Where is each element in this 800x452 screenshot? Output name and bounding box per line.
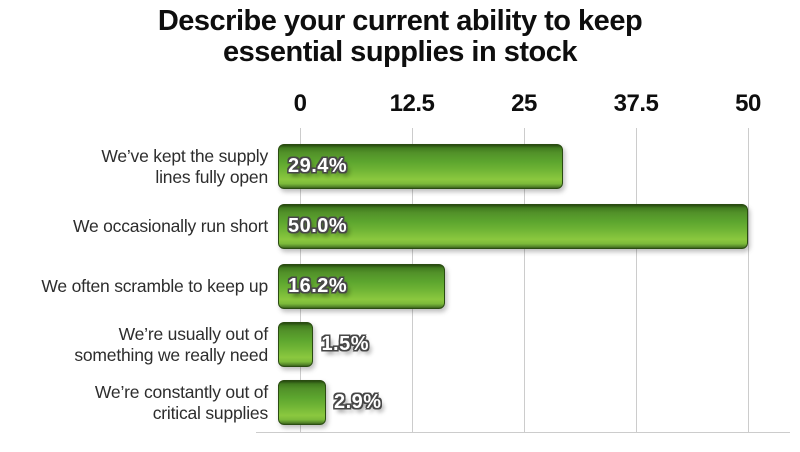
x-axis-tick-label: 12.5 [389,90,435,117]
category-label: We’re constantly out of critical supplie… [0,380,268,425]
bar-value-label: 50.0% [288,215,348,237]
bar-value-label: 29.4% [288,155,348,177]
bar-row: We often scramble to keep up 16.2% [0,264,800,309]
x-axis-tick-label: 37.5 [613,90,659,117]
bar-value-label: 1.5% [321,333,370,355]
category-label: We occasionally run short [0,204,268,249]
bar [278,322,314,367]
category-label-line: lines fully open [155,166,268,187]
x-axis-tick-label: 25 [511,90,537,117]
category-label-line: We occasionally run short [72,216,268,236]
bar [278,380,326,425]
bar [278,204,748,249]
category-label: We’re usually out of something we really… [0,322,268,367]
bar-value-label: 2.9% [333,391,382,413]
bar-value-label: 16.2% [288,275,348,297]
chart-title-line-2: essential supplies in stock [223,36,577,68]
bar-row: We occasionally run short 50.0% [0,204,800,249]
bar-row: We’re constantly out of critical supplie… [0,380,800,425]
chart-title-line-1: Describe your current ability to keep [157,5,643,37]
gridline [748,128,749,433]
category-label-line: We’re usually out of [118,323,269,344]
category-label-line: We’ve kept the supply [101,145,268,166]
bar [278,264,446,309]
gridline [636,128,637,433]
category-label-line: critical supplies [152,402,268,423]
x-axis-tick-label: 0 [293,90,307,117]
chart-title: Describe your current ability to keep es… [0,6,800,68]
bar-row: We’ve kept the supply lines fully open 2… [0,144,800,189]
category-label-line: We often scramble to keep up [41,276,268,296]
x-axis-line [256,432,790,433]
category-label: We’ve kept the supply lines fully open [0,144,268,189]
category-label-line: We’re constantly out of [94,381,268,402]
gridline [524,128,525,433]
bar [278,144,564,189]
bar-row: We’re usually out of something we really… [0,322,800,367]
category-label-line: something we really need [74,344,268,365]
category-label: We often scramble to keep up [0,264,268,309]
x-axis-tick-label: 50 [735,90,761,117]
